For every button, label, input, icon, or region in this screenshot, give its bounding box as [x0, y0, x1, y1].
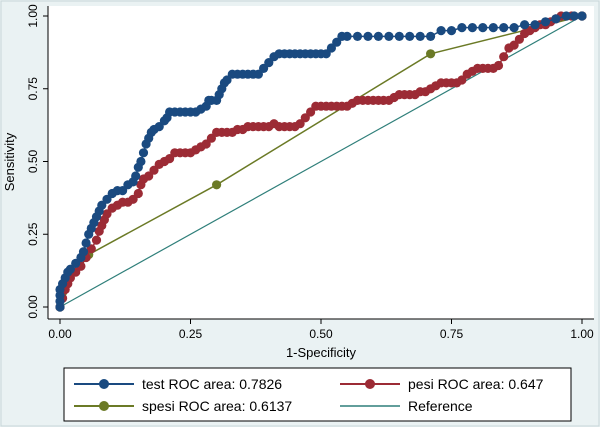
point-spesi — [426, 49, 436, 59]
point-test — [138, 148, 149, 158]
point-test — [373, 31, 383, 41]
point-test — [457, 23, 467, 33]
legend: test ROC area: 0.7826 pesi ROC area: 0.6… — [63, 367, 572, 422]
x-tick-label: 0.50 — [309, 327, 333, 341]
point-test — [540, 17, 551, 27]
point-test — [352, 31, 363, 41]
legend-item-spesi: spesi ROC area: 0.6137 — [74, 398, 292, 414]
point-pesi — [91, 235, 102, 245]
point-test — [551, 14, 561, 24]
series-test — [55, 11, 587, 312]
point-test — [478, 23, 488, 33]
point-test — [520, 20, 530, 30]
legend-label-pesi: pesi ROC area: 0.647 — [408, 376, 544, 392]
point-test — [131, 171, 141, 181]
y-axis-title: Sensitivity — [2, 132, 17, 191]
point-test — [342, 31, 352, 41]
x-axis-ticks: 0.00 0.25 0.50 0.75 1.00 — [48, 319, 594, 341]
point-test — [97, 200, 107, 210]
series-pesi — [55, 11, 587, 312]
point-test — [569, 11, 579, 21]
point-test — [509, 23, 519, 33]
legend-item-test: test ROC area: 0.7826 — [74, 376, 282, 392]
legend-marker-spesi — [99, 401, 109, 411]
point-test — [488, 23, 498, 33]
y-tick-label: 0.75 — [26, 77, 40, 101]
point-test — [118, 186, 128, 196]
legend-marker-test — [99, 379, 109, 389]
legend-label-reference: Reference — [408, 398, 473, 414]
point-pesi — [509, 40, 519, 50]
legend-item-reference: Reference — [340, 398, 473, 414]
point-test — [467, 23, 477, 33]
y-tick-label: 1.00 — [26, 4, 40, 28]
point-pesi — [493, 60, 504, 71]
point-test — [405, 31, 415, 41]
point-test — [81, 238, 91, 248]
point-test — [446, 26, 457, 36]
point-test — [436, 26, 446, 36]
point-test — [530, 20, 540, 30]
y-tick-label: 0.00 — [26, 295, 40, 319]
point-test — [136, 156, 146, 167]
point-test — [415, 31, 425, 41]
point-test — [577, 11, 587, 21]
point-test — [326, 43, 336, 53]
legend-label-test: test ROC area: 0.7826 — [142, 376, 282, 392]
point-test — [71, 258, 81, 268]
legend-item-pesi: pesi ROC area: 0.647 — [340, 376, 544, 392]
legend-label-spesi: spesi ROC area: 0.6137 — [142, 398, 292, 414]
point-test — [78, 247, 89, 257]
point-test — [499, 23, 509, 33]
x-tick-label: 0.00 — [48, 327, 72, 341]
x-tick-label: 0.25 — [179, 327, 203, 341]
point-pesi — [295, 119, 305, 129]
point-test — [384, 31, 394, 41]
x-axis-title: 1-Specificity — [286, 345, 357, 360]
point-pesi — [499, 52, 509, 62]
point-test — [426, 31, 436, 41]
point-test — [363, 31, 373, 41]
point-test — [561, 11, 571, 21]
x-tick-label: 0.75 — [440, 327, 464, 341]
legend-box — [63, 367, 572, 422]
point-test — [222, 75, 232, 85]
point-pesi — [300, 113, 310, 123]
series-layer — [55, 11, 587, 312]
point-pesi — [457, 75, 467, 85]
y-axis-ticks: 0.00 0.25 0.50 0.75 1.00 — [26, 4, 48, 319]
point-pesi — [144, 171, 154, 181]
y-tick-label: 0.50 — [26, 149, 40, 173]
point-pesi — [133, 188, 143, 199]
point-spesi — [212, 180, 222, 190]
legend-marker-pesi — [365, 379, 375, 389]
point-test — [394, 31, 404, 41]
point-test — [264, 58, 274, 68]
x-tick-label: 1.00 — [570, 327, 594, 341]
y-tick-label: 0.25 — [26, 222, 40, 246]
point-test — [65, 264, 75, 274]
